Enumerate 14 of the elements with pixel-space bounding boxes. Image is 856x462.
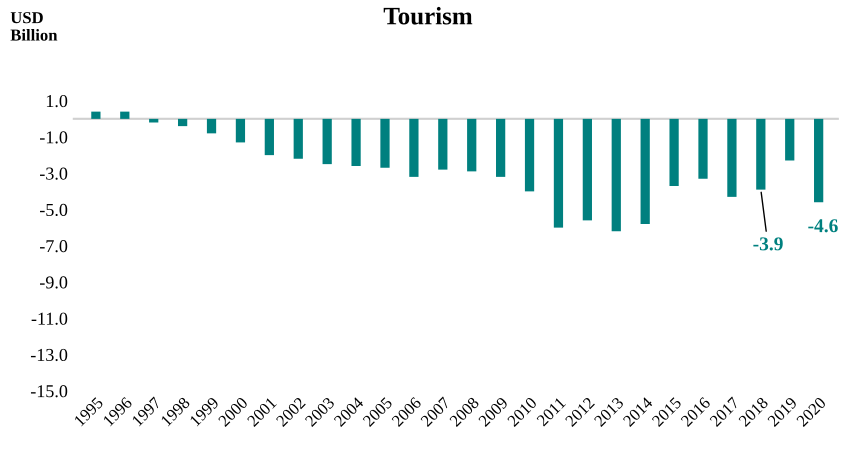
y-axis-title: USD Billion xyxy=(10,12,58,41)
y-tick-label: 1.0 xyxy=(46,94,68,108)
annotation: -4.6 xyxy=(808,219,838,232)
y-tick-label: -3.0 xyxy=(40,168,68,180)
y-tick-label: -1.0 xyxy=(40,131,68,144)
x-tick-label: 2011 xyxy=(536,396,566,427)
chart-title: Tourism xyxy=(384,6,472,25)
annotation: -3.9 xyxy=(753,237,783,250)
y-tick-label: -9.0 xyxy=(40,276,68,289)
y-tick-label: -5.0 xyxy=(40,204,68,216)
y-tick-label: -15.0 xyxy=(30,385,68,398)
y-tick-label: -13.0 xyxy=(30,348,68,362)
y-tick-label: -11.0 xyxy=(32,312,68,325)
y-tick-label: -7.0 xyxy=(40,240,68,252)
